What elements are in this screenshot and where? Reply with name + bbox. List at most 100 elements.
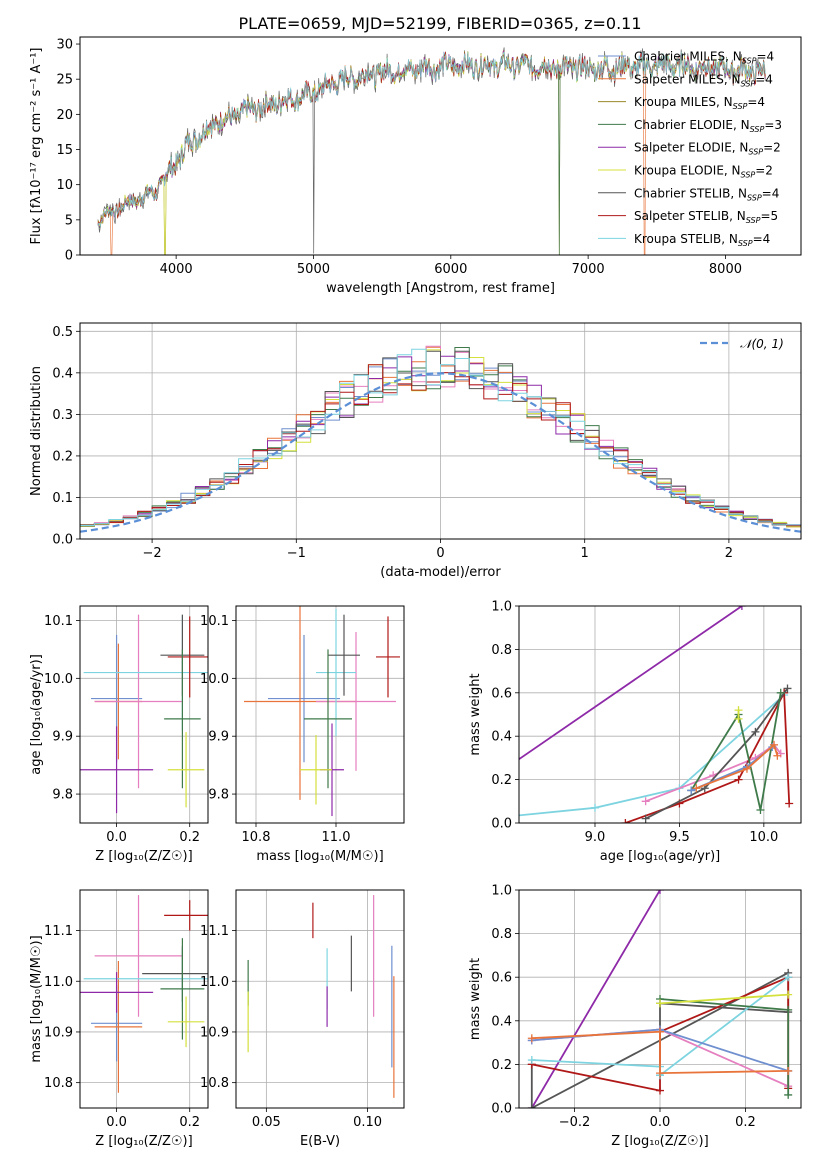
weight-marker [656, 1027, 664, 1036]
weight-marker [621, 819, 630, 823]
errorbar-point-salpeter-miles [94, 960, 143, 1093]
weight-marker [784, 1090, 793, 1099]
x-tick-label: 1 [581, 546, 589, 561]
y-tick-label: 25 [56, 73, 73, 88]
x-tick-label: 8000 [709, 262, 742, 277]
weight-marker [756, 805, 765, 814]
weight-marker [769, 740, 778, 749]
axes-frame [79, 322, 802, 540]
legend-label-kroupa-stelib: Kroupa STELIB, NSSP=4 [634, 232, 770, 248]
y-tick-label: 0.3 [52, 408, 73, 423]
errorbar-point-chabrier-elodie [304, 649, 352, 789]
x-tick-label: 0.0 [106, 1115, 127, 1130]
plot-area [247, 895, 395, 1098]
panel-massweight-vs-Z: −0.2 0.0 0.2 0.0 0.2 0.4 0.6 0.8 1.0 Z [log₁₀(Z/Z… [468, 884, 802, 1149]
axes-frame [518, 889, 802, 1109]
y-tick-label: 11.1 [200, 924, 229, 939]
errorbar-point-kroupa-elodie [167, 732, 205, 808]
weight-marker [422, 819, 430, 827]
x-tick-label: 10.8 [242, 830, 271, 845]
panel-age-vs-mass: 10.8 11.0 9.8 9.9 10.0 10.1 mass [log₁₀(M/M☉)] [200, 605, 405, 864]
weight-line-kroupa-stelib [519, 694, 785, 817]
plot-area [527, 890, 793, 1108]
y-tick-label: 9.8 [208, 788, 229, 803]
legend-label-chabrier-miles: Chabrier MILES, NSSP=4 [634, 50, 774, 66]
x-tick-label: −2 [143, 546, 162, 561]
weight-marker [527, 1056, 536, 1065]
y-tick-label: 10.0 [200, 672, 229, 687]
y-tick-label: 0.2 [491, 1058, 512, 1073]
panel-spectrum: 4000 5000 6000 7000 8000 0 5 10 15 20 25 30 waveleng… [29, 36, 802, 296]
x-tick-label: 0.10 [353, 1115, 382, 1130]
errorbar-point-kroupa-elodie [167, 996, 205, 1048]
errorbar-point-kroupa-stelib [316, 608, 356, 737]
y-tick-label: 0.6 [491, 686, 512, 701]
axes-frame [79, 889, 209, 1109]
normal-curve [80, 372, 801, 533]
plot-area [422, 606, 794, 827]
axes-frame [235, 889, 405, 1109]
weight-marker [751, 727, 760, 736]
panels: 4000 5000 6000 7000 8000051015202530waveleng… [29, 36, 802, 1149]
x-axis-label: Z [log₁₀(Z/Z☉)] [95, 849, 192, 864]
legend-label-normal: 𝒩(0, 1) [740, 337, 784, 351]
x-axis-label: Z [log₁₀(Z/Z☉)] [611, 1134, 708, 1149]
weight-marker [784, 973, 793, 982]
y-tick-label: 0.8 [491, 643, 512, 658]
weight-line-salpeter-miles [531, 1030, 789, 1075]
weight-marker [734, 775, 743, 784]
legend-label-salpeter-stelib: Salpeter STELIB, NSSP=5 [634, 209, 778, 225]
axes-frame [518, 605, 802, 824]
weight-marker [785, 799, 794, 808]
weight-marker [737, 606, 746, 610]
y-axis-label: age [log₁₀(age/yr)] [29, 654, 44, 775]
y-tick-label: 0.8 [491, 927, 512, 942]
weight-line-chabrier-stelib [645, 687, 789, 820]
y-tick-label: 0.2 [52, 449, 73, 464]
weight-marker [783, 684, 792, 693]
weight-marker [776, 688, 785, 697]
errorbar-point-pink [94, 614, 183, 789]
spectrum-line-kroupa-stelib [97, 51, 766, 227]
x-tick-label: 0.2 [179, 830, 200, 845]
errorbar-point-salpeter-elodie [80, 972, 154, 1013]
weight-line-salpeter-elodie [531, 890, 661, 1108]
weight-marker [734, 714, 743, 723]
y-tick-label: 5 [65, 213, 73, 228]
y-tick-label: 0.4 [491, 1014, 512, 1029]
y-tick-label: 15 [56, 143, 73, 158]
panel-mass-vs-Z: 0.0 0.2 10.8 10.9 11.0 11.1 Z [log₁₀(Z/Z☉)] mas… [29, 889, 209, 1149]
axes-frame [79, 605, 209, 824]
x-axis-label: age [log₁₀(age/yr)] [600, 849, 721, 864]
x-tick-label: 2 [725, 546, 733, 561]
panel-mass-vs-EBV: 0.05 0.10 10.8 10.9 11.0 11.1 E(B-V) [200, 889, 405, 1149]
y-tick-label: 11.1 [44, 924, 73, 939]
x-tick-label: 0.0 [106, 830, 127, 845]
weight-marker [773, 751, 782, 760]
weight-marker [742, 764, 751, 773]
legend-label-chabrier-elodie: Chabrier ELODIE, NSSP=3 [634, 118, 782, 134]
x-tick-label: 4000 [160, 262, 193, 277]
x-axis-label: (data-model)/error [380, 565, 501, 580]
y-axis-label: mass [log₁₀(M/M☉)] [29, 935, 44, 1062]
weight-line-kroupa-elodie [659, 993, 789, 1005]
weight-marker [656, 1069, 664, 1078]
weight-marker [641, 797, 650, 806]
weight-marker [784, 1066, 793, 1075]
errorbar-point-salpeter-stelib [376, 616, 400, 698]
y-tick-label: 0.0 [52, 533, 73, 548]
weight-marker [656, 1086, 664, 1095]
y-tick-label: 0.2 [491, 773, 512, 788]
y-tick-label: 0.4 [491, 730, 512, 745]
y-tick-label: 1.0 [491, 600, 512, 615]
x-axis-label: wavelength [Angstrom, rest frame] [326, 281, 555, 296]
errorbar-point-chabrier-miles [268, 634, 340, 763]
y-tick-label: 0.0 [491, 817, 512, 832]
y-tick-label: 0.1 [52, 491, 73, 506]
legend-label-chabrier-stelib: Chabrier STELIB, NSSP=4 [634, 186, 779, 202]
y-axis-label: Normed distribution [29, 366, 44, 496]
y-tick-label: 11.0 [44, 975, 73, 990]
y-axis-label: mass weight [468, 958, 483, 1040]
weight-line-salpeter-elodie [519, 606, 743, 761]
